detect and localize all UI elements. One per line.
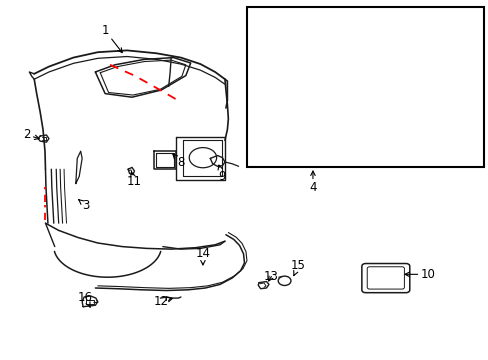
Text: 14: 14 — [195, 247, 210, 265]
Text: 13: 13 — [264, 270, 278, 283]
Text: 9: 9 — [218, 165, 226, 183]
Text: 10: 10 — [404, 268, 434, 281]
Text: 15: 15 — [290, 259, 305, 275]
Text: 16: 16 — [78, 291, 93, 307]
Text: 5: 5 — [257, 19, 269, 32]
Text: 7: 7 — [382, 144, 389, 159]
Text: 3: 3 — [79, 199, 89, 212]
Text: 6: 6 — [357, 144, 366, 159]
Text: 1: 1 — [101, 24, 122, 53]
Text: 8: 8 — [173, 154, 184, 169]
Text: 11: 11 — [127, 172, 142, 188]
Text: 12: 12 — [154, 295, 172, 308]
Bar — [246, 7, 483, 167]
Text: 2: 2 — [23, 129, 39, 141]
Text: 4: 4 — [308, 171, 316, 194]
